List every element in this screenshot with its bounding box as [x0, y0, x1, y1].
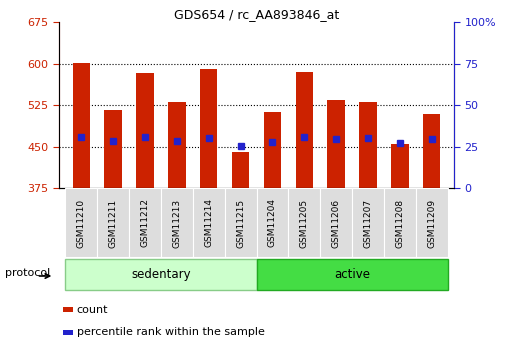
- FancyBboxPatch shape: [193, 188, 225, 257]
- FancyBboxPatch shape: [225, 188, 256, 257]
- Text: GSM11213: GSM11213: [172, 198, 182, 247]
- Bar: [136, 73, 154, 188]
- Text: GSM11204: GSM11204: [268, 198, 277, 247]
- Text: count: count: [77, 305, 108, 315]
- FancyBboxPatch shape: [256, 259, 448, 290]
- Text: GSM11214: GSM11214: [204, 198, 213, 247]
- Text: active: active: [334, 268, 370, 281]
- Bar: [391, 144, 409, 188]
- Bar: [200, 69, 218, 188]
- Bar: [63, 307, 73, 312]
- Bar: [327, 100, 345, 188]
- Bar: [104, 110, 122, 188]
- Text: sedentary: sedentary: [131, 268, 191, 281]
- Bar: [232, 152, 249, 188]
- FancyBboxPatch shape: [129, 188, 161, 257]
- Bar: [264, 112, 281, 188]
- FancyBboxPatch shape: [161, 188, 193, 257]
- Text: GSM11209: GSM11209: [427, 198, 436, 247]
- Text: GSM11211: GSM11211: [109, 198, 117, 247]
- FancyBboxPatch shape: [352, 188, 384, 257]
- FancyBboxPatch shape: [416, 188, 448, 257]
- Text: GSM11206: GSM11206: [331, 198, 341, 247]
- Text: GSM11208: GSM11208: [396, 198, 404, 247]
- Bar: [63, 330, 73, 335]
- Title: GDS654 / rc_AA893846_at: GDS654 / rc_AA893846_at: [174, 8, 339, 21]
- FancyBboxPatch shape: [97, 188, 129, 257]
- FancyBboxPatch shape: [65, 188, 97, 257]
- FancyBboxPatch shape: [256, 188, 288, 257]
- Bar: [168, 102, 186, 188]
- Text: GSM11212: GSM11212: [141, 198, 149, 247]
- FancyBboxPatch shape: [65, 259, 256, 290]
- Bar: [423, 114, 441, 188]
- Text: GSM11207: GSM11207: [364, 198, 372, 247]
- Bar: [295, 72, 313, 188]
- Text: GSM11210: GSM11210: [77, 198, 86, 247]
- FancyBboxPatch shape: [288, 188, 320, 257]
- Text: protocol: protocol: [5, 268, 50, 277]
- Text: GSM11215: GSM11215: [236, 198, 245, 247]
- FancyBboxPatch shape: [320, 188, 352, 257]
- Text: GSM11205: GSM11205: [300, 198, 309, 247]
- Bar: [359, 102, 377, 188]
- FancyBboxPatch shape: [384, 188, 416, 257]
- Text: percentile rank within the sample: percentile rank within the sample: [77, 327, 265, 337]
- Bar: [72, 63, 90, 188]
